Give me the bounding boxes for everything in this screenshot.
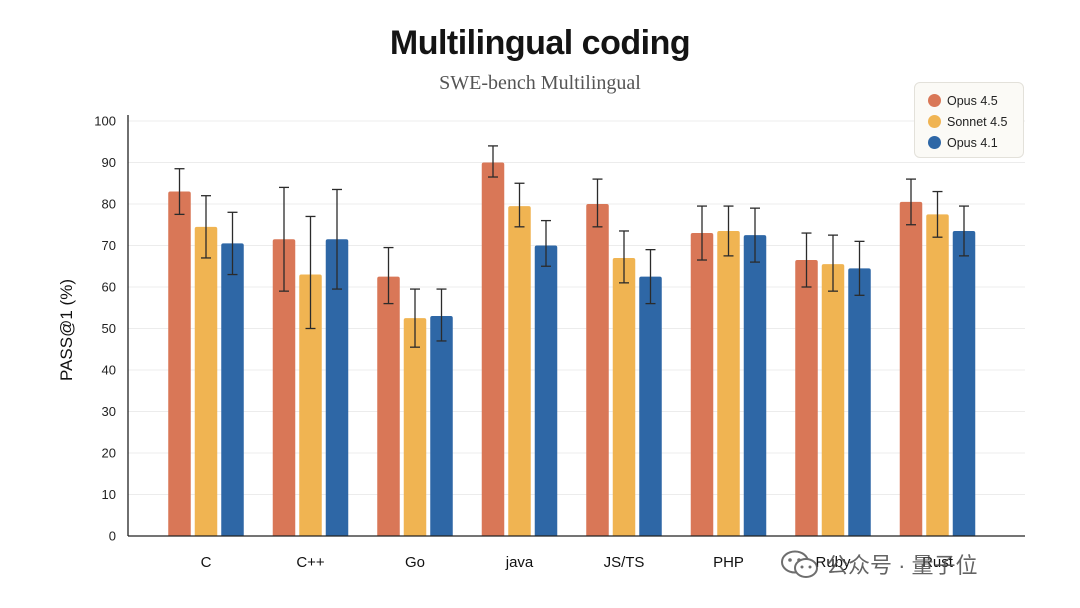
bar-opus-4-5-java	[481, 162, 505, 536]
bar-sonnet-4-5-js-ts	[612, 257, 636, 536]
chart-subtitle: SWE-bench Multilingual	[439, 72, 641, 94]
legend-label: Opus 4.1	[947, 135, 998, 150]
bar-opus-4-1-c	[221, 243, 244, 537]
y-tick-label: 70	[102, 238, 116, 253]
bar-sonnet-4-5-c	[194, 226, 218, 536]
bar-opus-4-1-java	[534, 245, 558, 536]
x-tick-label: Rust	[922, 554, 954, 571]
x-tick-label: C++	[296, 554, 325, 571]
error-bar	[383, 246, 394, 305]
error-bar	[723, 205, 734, 257]
x-tick-label: JS/TS	[604, 554, 645, 571]
bar-opus-4-5-rust	[899, 201, 923, 537]
x-tick-label: C	[201, 554, 212, 571]
bar-opus-4-5-c	[168, 191, 191, 537]
bar-opus-4-1-go	[430, 316, 453, 536]
bar-sonnet-4-5-java	[508, 206, 531, 536]
error-bar	[410, 288, 420, 348]
error-bar	[541, 219, 551, 267]
legend-item: Opus 4.1	[928, 132, 1023, 153]
error-bar	[645, 248, 656, 305]
error-bar	[436, 288, 447, 342]
bar-opus-4-5-go	[377, 276, 400, 536]
error-bar	[332, 188, 342, 290]
error-bar	[932, 190, 943, 238]
error-bar	[592, 178, 603, 228]
error-bar	[227, 211, 238, 276]
bar-opus-4-1-ruby	[848, 268, 871, 536]
y-tick-label: 10	[102, 487, 116, 502]
legend-item: Opus 4.5	[928, 90, 1023, 111]
bar-sonnet-4-5-php	[717, 230, 740, 536]
error-bar	[854, 240, 865, 296]
legend-label: Sonnet 4.5	[947, 114, 1008, 129]
error-bar	[279, 186, 289, 292]
axes: 0 10 20 30 40 50 60 70 80 90 100 C C++ Go java JS/TS PHP…	[94, 114, 1025, 571]
bar-opus-4-1-js-ts	[639, 276, 662, 536]
legend-item: Sonnet 4.5	[928, 111, 1023, 132]
y-tick-label: 30	[102, 404, 116, 419]
error-bar	[959, 205, 969, 257]
error-bar	[828, 234, 838, 292]
y-tick-label: 40	[102, 363, 116, 378]
legend-swatch	[928, 136, 941, 149]
legend-swatch	[928, 115, 941, 128]
bar-opus-4-5-c-	[272, 239, 296, 536]
bar-sonnet-4-5-ruby	[821, 264, 845, 536]
y-tick-label: 100	[94, 114, 116, 129]
bar-opus-4-1-rust	[952, 230, 976, 536]
bar-opus-4-5-js-ts	[586, 204, 609, 536]
y-tick-label: 50	[102, 321, 116, 336]
y-tick-label: 20	[102, 446, 116, 461]
legend-label: Opus 4.5	[947, 93, 998, 108]
bar-opus-4-5-ruby	[795, 260, 818, 536]
y-tick-label: 80	[102, 197, 116, 212]
error-bar	[488, 145, 498, 178]
error-bar	[619, 230, 629, 284]
bar-opus-4-1-php	[743, 235, 767, 536]
y-tick-label: 90	[102, 155, 116, 170]
error-bar	[305, 215, 316, 330]
legend-swatch	[928, 94, 941, 107]
grid-lines	[128, 120, 1025, 495]
error-bar	[514, 182, 525, 228]
chart-legend: Opus 4.5 Sonnet 4.5 Opus 4.1	[914, 82, 1024, 158]
error-bar	[697, 205, 707, 261]
watermark-text: 公众号 · 量子位	[826, 553, 978, 578]
error-bar	[801, 232, 812, 288]
error-bar	[750, 207, 760, 263]
x-tick-label: java	[505, 554, 534, 571]
bar-marks	[168, 145, 976, 537]
bar-opus-4-1-c-	[325, 239, 349, 536]
bar-sonnet-4-5-go	[403, 318, 427, 536]
x-tick-label: Ruby	[815, 554, 851, 571]
watermark: 公众号 · 量子位	[780, 546, 978, 582]
error-bar	[201, 195, 211, 259]
chart-title: Multilingual coding	[389, 24, 691, 62]
y-tick-label: 60	[102, 280, 116, 295]
y-tick-label: 0	[109, 529, 116, 544]
y-axis-label: PASS@1 (%)	[57, 279, 76, 381]
error-bar	[174, 168, 185, 216]
x-tick-label: Go	[405, 554, 425, 571]
x-tick-label: PHP	[713, 554, 744, 571]
bar-sonnet-4-5-rust	[926, 214, 949, 536]
error-bar	[906, 178, 916, 226]
bar-opus-4-5-php	[690, 233, 714, 537]
bar-sonnet-4-5-c-	[299, 274, 322, 536]
wechat-icon	[781, 550, 818, 578]
